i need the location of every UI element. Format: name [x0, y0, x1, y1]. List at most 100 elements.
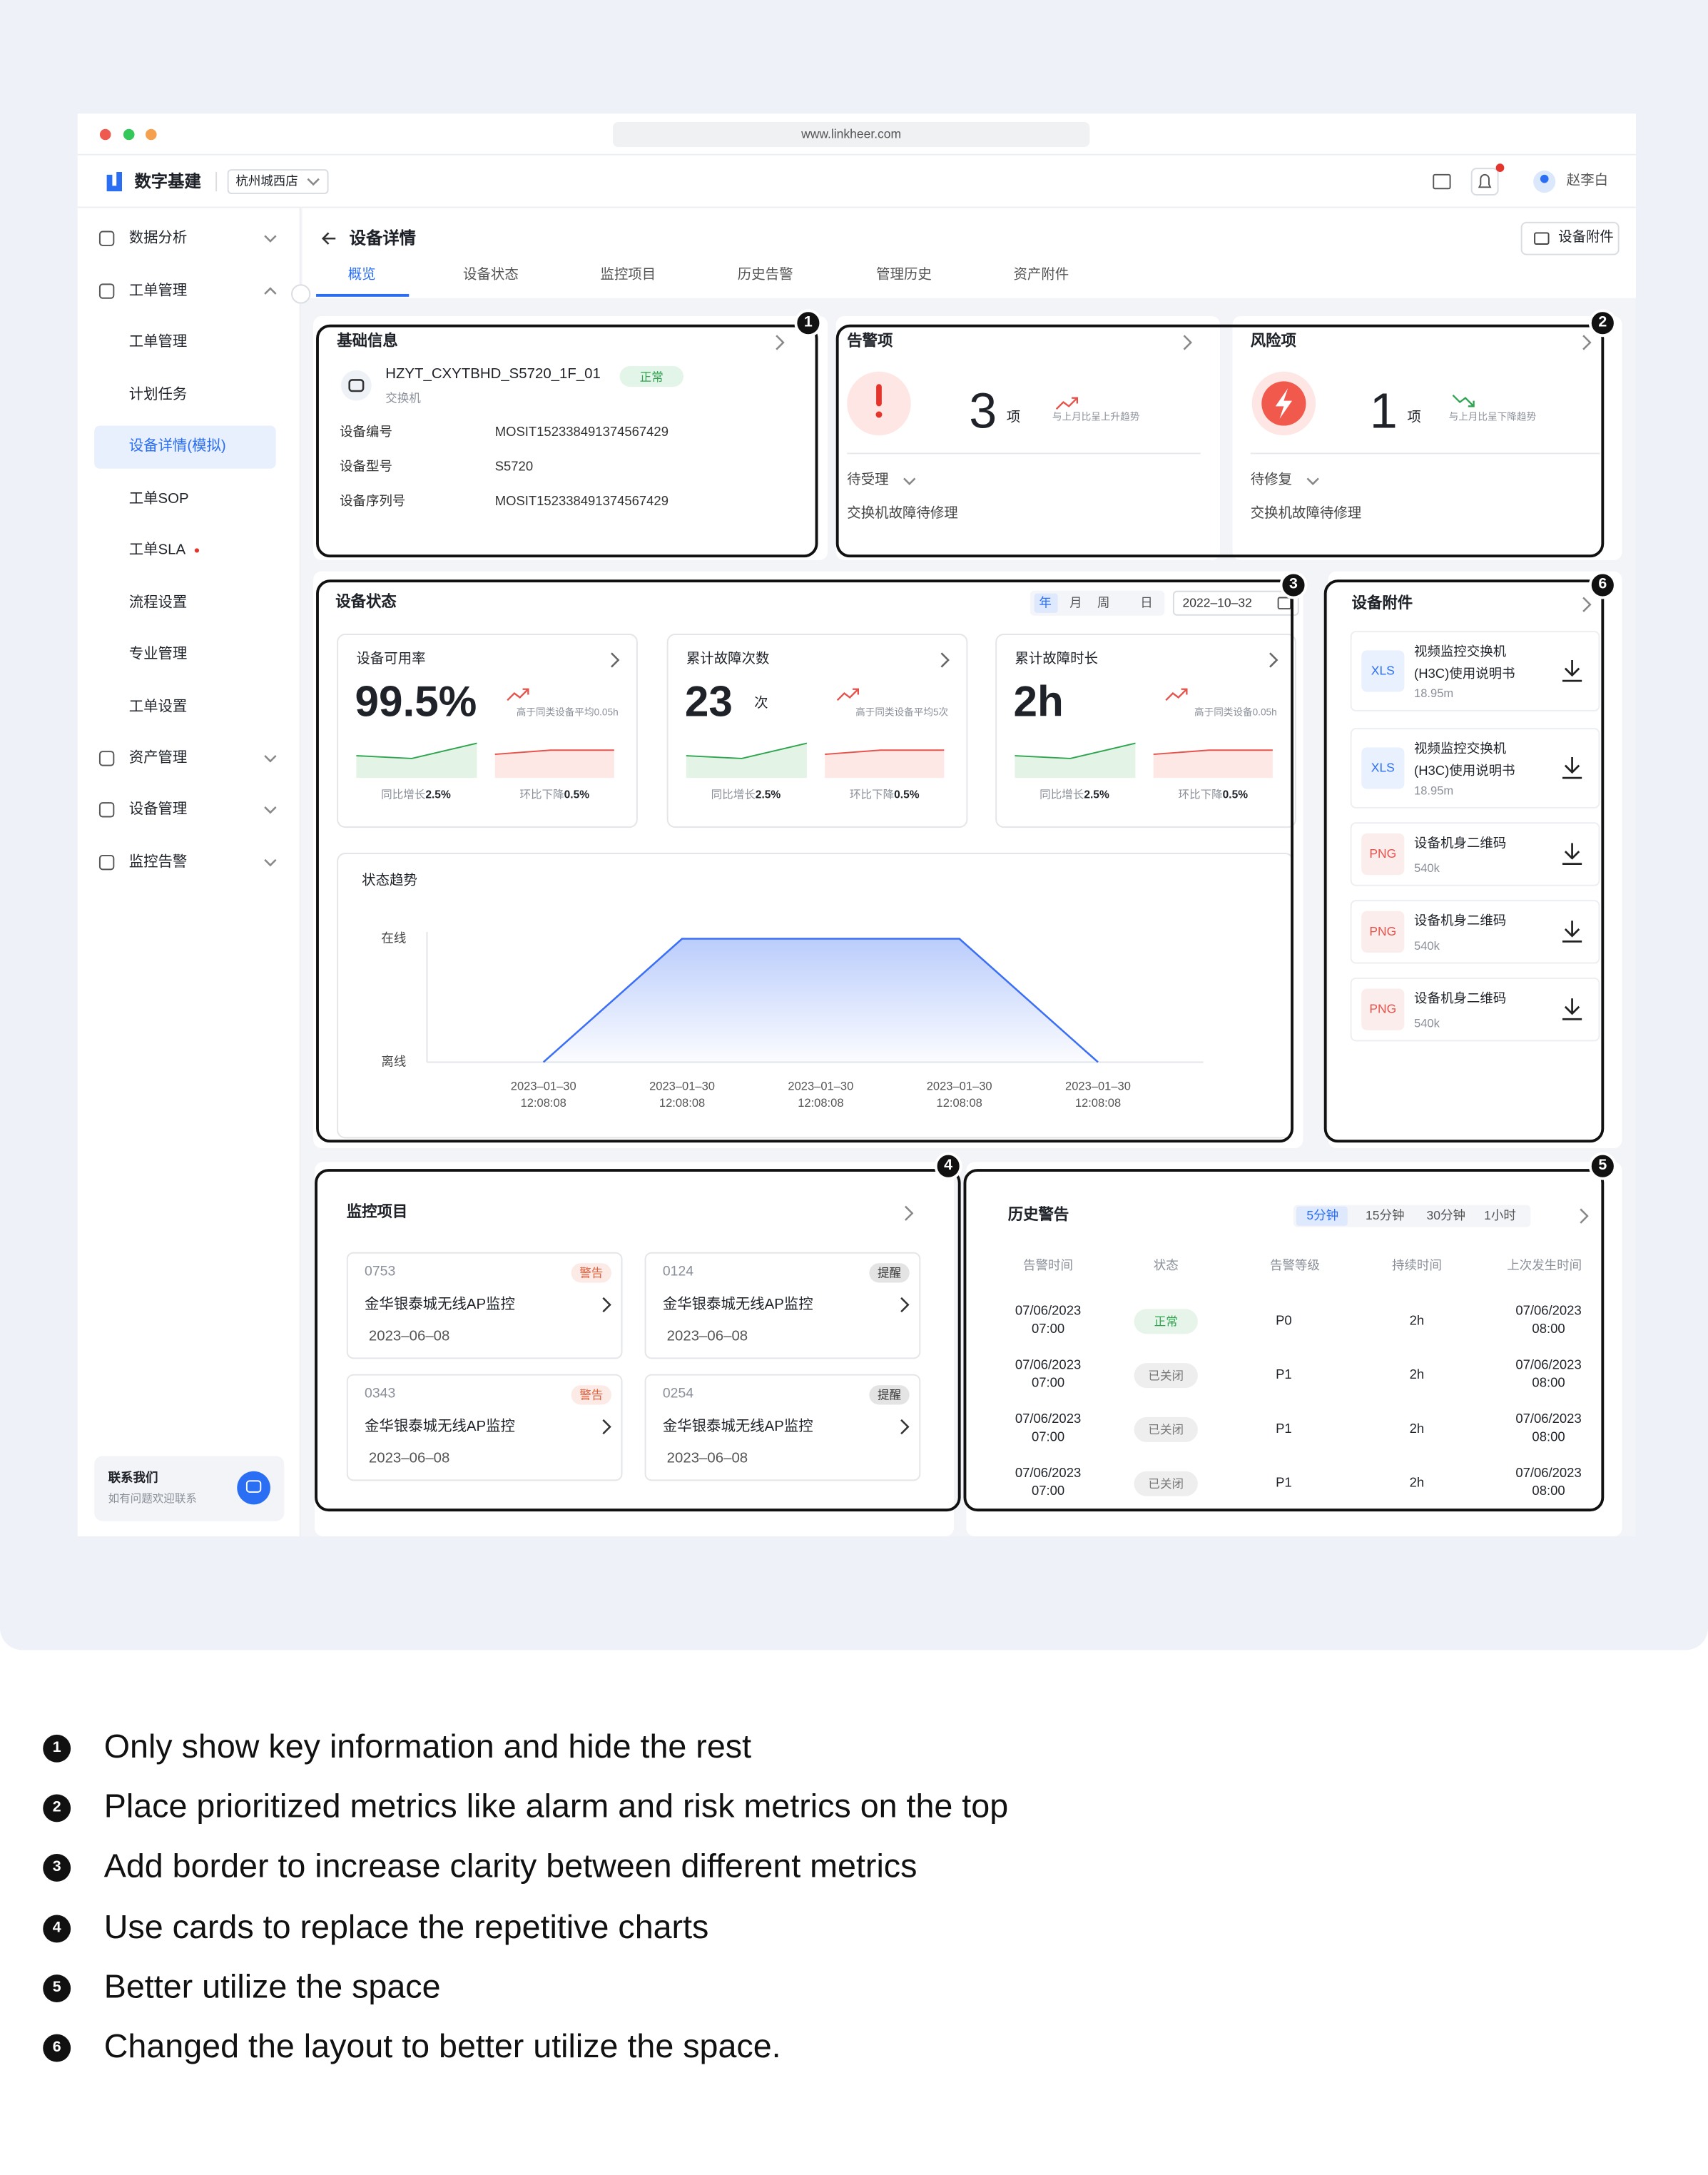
- frame-badge: [1279, 571, 1308, 599]
- page-title: 设备详情: [349, 228, 416, 248]
- range[interactable]: 5分钟: [1306, 1208, 1339, 1223]
- card-title: 历史警告: [1007, 1207, 1069, 1224]
- metric-title: 设备可用率: [356, 652, 426, 667]
- menu-item[interactable]: 工单管理: [128, 282, 188, 300]
- metric-title: 累计故障时长: [1015, 652, 1098, 667]
- mom: 环比下降0.5%: [1178, 787, 1248, 802]
- attachment-button-label: 设备附件: [1558, 230, 1614, 245]
- tab[interactable]: 设备状态: [463, 268, 519, 283]
- yoy: 同比增长2.5%: [1039, 787, 1109, 802]
- tab[interactable]: 历史告警: [737, 268, 793, 283]
- store-name: 杭州城西店: [235, 174, 298, 188]
- metric-comparison: 高于同类设备0.05h: [1194, 708, 1277, 719]
- note-text: Add border to increase clarity between d…: [103, 1848, 917, 1886]
- range[interactable]: 30分钟: [1426, 1208, 1465, 1223]
- frame-badge: [1588, 1152, 1617, 1180]
- frame-badge-number: 1: [803, 313, 813, 331]
- menu-item[interactable]: 监控告警: [128, 853, 188, 871]
- frame-badge-number: 2: [1598, 313, 1607, 331]
- tab[interactable]: 概览: [347, 268, 376, 283]
- submenu-item[interactable]: 设备详情(模拟): [128, 437, 226, 455]
- frame-badge-number: 3: [1289, 576, 1298, 593]
- submenu-item[interactable]: 流程设置: [128, 594, 188, 611]
- description: 交换机故障待修理: [847, 506, 958, 522]
- submenu-item[interactable]: 工单管理: [128, 333, 188, 351]
- status-select[interactable]: 待受理: [847, 472, 889, 488]
- menu-item[interactable]: 数据分析: [128, 229, 188, 247]
- menu-item[interactable]: 资产管理: [128, 749, 188, 767]
- highlight-frame: [315, 1169, 961, 1512]
- note-number: 1: [52, 1739, 61, 1756]
- monitor-card[interactable]: [346, 1252, 623, 1359]
- metric-value: 23: [684, 677, 733, 726]
- card-title: 告警项: [847, 333, 893, 350]
- mom: 环比下降0.5%: [519, 787, 589, 802]
- collapse-button[interactable]: [291, 284, 311, 304]
- highlight-frame: [316, 579, 1293, 1143]
- device-type: 交换机: [385, 390, 421, 405]
- note-badge: [43, 1974, 71, 2002]
- file-size: 540k: [1414, 938, 1440, 953]
- period[interactable]: 日: [1140, 595, 1153, 610]
- period[interactable]: 年: [1039, 595, 1052, 610]
- status: 正常: [1154, 1314, 1178, 1329]
- cell: 2h: [1409, 1313, 1425, 1329]
- status-pill: [1134, 1363, 1198, 1389]
- monitor-card[interactable]: [644, 1252, 921, 1359]
- monitor-card[interactable]: [346, 1374, 623, 1481]
- tab[interactable]: 监控项目: [600, 268, 656, 283]
- submenu-item[interactable]: 工单设置: [128, 697, 188, 715]
- notification-button[interactable]: [1470, 168, 1499, 196]
- monitor-date: 2023–06–08: [666, 1449, 748, 1467]
- period[interactable]: 周: [1097, 595, 1110, 610]
- frame-badge-number: 4: [944, 1157, 953, 1174]
- sidebar: [77, 208, 301, 1537]
- tab[interactable]: 管理历史: [876, 268, 932, 283]
- text-part: 环比下降: [849, 788, 895, 801]
- menu-item[interactable]: 设备管理: [128, 801, 188, 818]
- card-title: 风险项: [1250, 333, 1296, 350]
- active-item-bg: [94, 425, 276, 469]
- device-name: HZYT_CXYTBHD_S5720_1F_01: [385, 365, 601, 382]
- monitor-date: 2023–06–08: [666, 1327, 748, 1345]
- note-text: Place prioritized metrics like alarm and…: [103, 1788, 1009, 1826]
- cell: P1: [1276, 1421, 1292, 1437]
- status-select[interactable]: 待修复: [1250, 472, 1293, 488]
- file-icon: [1361, 747, 1405, 789]
- submenu-item[interactable]: 计划任务: [128, 385, 188, 402]
- level: 提醒: [878, 1387, 902, 1402]
- note-badge: [43, 1794, 71, 1822]
- monitor-name: 金华银泰城无线AP监控: [662, 1296, 813, 1313]
- submenu-item[interactable]: 专业管理: [128, 645, 188, 663]
- period[interactable]: 月: [1069, 595, 1082, 610]
- metric-comparison: 高于同类设备平均5次: [855, 708, 949, 719]
- submenu-item[interactable]: 工单SOP: [128, 490, 189, 507]
- frame-badge: [1588, 309, 1617, 338]
- cell: 07/06/2023 07:00: [1015, 1303, 1082, 1337]
- file-size: 18.95m: [1414, 686, 1454, 701]
- file-item: [1350, 728, 1600, 808]
- range[interactable]: 15分钟: [1366, 1208, 1405, 1223]
- status: 已关闭: [1148, 1368, 1184, 1383]
- contact-box: [94, 1456, 285, 1521]
- column-header: 持续时间: [1391, 1258, 1442, 1273]
- monitor-id: 0753: [365, 1264, 396, 1280]
- date: 2022–10–32: [1182, 595, 1252, 610]
- tab[interactable]: 资产附件: [1013, 268, 1069, 283]
- range[interactable]: 1小时: [1484, 1208, 1516, 1223]
- count-unit: 项: [1407, 410, 1421, 426]
- level: 警告: [579, 1387, 604, 1402]
- text-part: 同比增长: [711, 788, 756, 801]
- submenu-item[interactable]: 工单SLA: [128, 542, 186, 559]
- file-item: [1350, 631, 1600, 711]
- file-item: [1350, 977, 1600, 1042]
- field-value: S5720: [494, 459, 534, 475]
- file-name: 设备机身二维码: [1414, 836, 1507, 852]
- field-label: 设备型号: [340, 459, 392, 475]
- level: 警告: [579, 1265, 604, 1280]
- status-pill: [1134, 1471, 1198, 1496]
- monitor-card[interactable]: [644, 1374, 921, 1481]
- x-tick-label: 2023–01–30 12:08:08: [926, 1079, 992, 1110]
- text-part: 0.5%: [1222, 788, 1249, 801]
